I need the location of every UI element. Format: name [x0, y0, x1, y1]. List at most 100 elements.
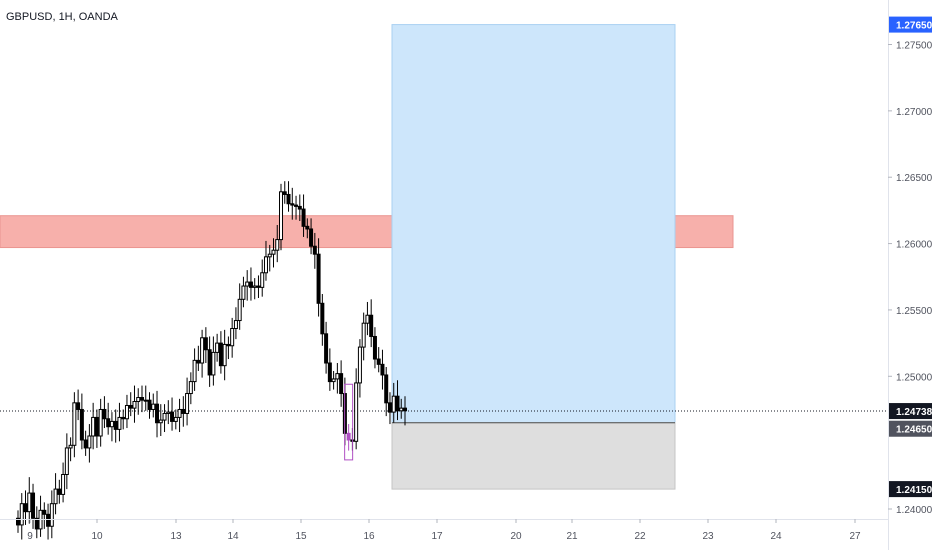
- candle-body: [316, 253, 321, 304]
- candle-body: [102, 408, 107, 420]
- candle-body: [117, 416, 122, 430]
- candle-body: [260, 272, 265, 288]
- candle-body: [279, 191, 284, 241]
- candle-body: [252, 285, 257, 288]
- candle-body: [218, 342, 223, 367]
- x-tick-label: 27: [849, 531, 861, 542]
- candle-body: [162, 412, 167, 421]
- candle-body: [61, 473, 66, 495]
- price-badge: [889, 16, 932, 33]
- candle-body: [245, 281, 250, 287]
- candle-body: [222, 343, 227, 367]
- x-tick-label: 23: [702, 531, 714, 542]
- candle-body: [64, 447, 69, 475]
- target-zone[interactable]: [391, 24, 676, 424]
- candle-body: [369, 314, 374, 337]
- symbol-title: GBPUSD, 1H, OANDA: [6, 11, 118, 23]
- candle-body: [384, 374, 389, 404]
- y-tick-label: 1.27500: [896, 41, 932, 52]
- candle-body: [226, 343, 231, 347]
- candle-body: [395, 395, 400, 412]
- candle-body: [136, 397, 141, 403]
- x-tick-label: 21: [566, 531, 578, 542]
- x-tick-label: 14: [227, 531, 239, 542]
- candle-body: [309, 228, 314, 247]
- candle-body: [151, 403, 156, 410]
- candle-body: [372, 335, 377, 360]
- x-tick-label: 9: [27, 531, 33, 542]
- candle-body: [230, 328, 235, 347]
- candle-body: [106, 418, 111, 428]
- candle-body: [196, 359, 201, 364]
- candle-body: [324, 333, 329, 364]
- candle-body: [46, 513, 51, 527]
- candle-body: [354, 382, 359, 442]
- x-tick-label: 15: [295, 531, 307, 542]
- candle-body: [399, 407, 404, 412]
- candle-body: [267, 253, 272, 258]
- candle-body: [124, 404, 129, 420]
- candle-body: [203, 337, 208, 351]
- candle-body: [173, 416, 178, 422]
- candle-body: [113, 420, 118, 430]
- price-badge: [889, 403, 932, 420]
- candle-body: [391, 395, 396, 413]
- candle-body: [34, 517, 39, 530]
- candle-body: [327, 362, 332, 383]
- candle-body: [275, 239, 280, 251]
- y-tick-label: 1.25500: [896, 306, 932, 317]
- candle-body: [170, 411, 175, 422]
- candle-body: [248, 281, 253, 288]
- candle-body: [166, 411, 171, 414]
- candle-body: [301, 208, 306, 227]
- candle-body: [403, 407, 407, 412]
- y-tick-label: 1.27000: [896, 107, 932, 118]
- price-badge: [889, 481, 932, 498]
- candle-body: [98, 408, 103, 437]
- x-tick-label: 24: [770, 531, 782, 542]
- candle-body: [185, 393, 190, 414]
- candle-body: [241, 285, 246, 300]
- candle-body: [68, 444, 73, 449]
- stop-zone[interactable]: [391, 422, 676, 490]
- candle-body: [19, 503, 24, 526]
- y-tick-label: 1.24000: [896, 505, 932, 516]
- candle-body: [211, 351, 216, 376]
- x-tick-label: 10: [91, 531, 103, 542]
- candle-body: [282, 191, 287, 195]
- candle-body: [16, 517, 20, 526]
- candle-body: [361, 322, 366, 348]
- candle-body: [294, 204, 299, 207]
- candle-body: [76, 402, 81, 410]
- candle-body: [387, 402, 392, 413]
- x-tick-label: 13: [170, 531, 182, 542]
- candle-body: [192, 359, 197, 383]
- candle-body: [357, 346, 362, 384]
- candle-body: [177, 408, 182, 418]
- candle-body: [128, 404, 133, 409]
- candle-body: [365, 314, 370, 324]
- candle-body: [320, 302, 325, 335]
- y-tick-label: 1.26500: [896, 173, 932, 184]
- candle-body: [305, 225, 310, 230]
- candle-body: [83, 439, 88, 449]
- candle-body: [263, 256, 268, 274]
- candle-body: [286, 193, 291, 205]
- candle-body: [181, 408, 186, 414]
- candle-body: [87, 435, 92, 449]
- candle-body: [339, 373, 344, 395]
- candle-body: [200, 337, 205, 364]
- candle-body: [49, 503, 54, 527]
- price-badge-label: 1.24650: [896, 425, 932, 436]
- candle-body: [376, 358, 381, 365]
- candle-body: [132, 401, 137, 409]
- y-tick-label: 1.25000: [896, 372, 932, 383]
- highlight-candle-box: [344, 383, 354, 461]
- candle-body: [79, 408, 84, 441]
- candle-body: [380, 363, 385, 376]
- candle-body: [72, 402, 77, 446]
- price-badge-label: 1.24150: [896, 485, 932, 496]
- candle-body: [297, 205, 302, 210]
